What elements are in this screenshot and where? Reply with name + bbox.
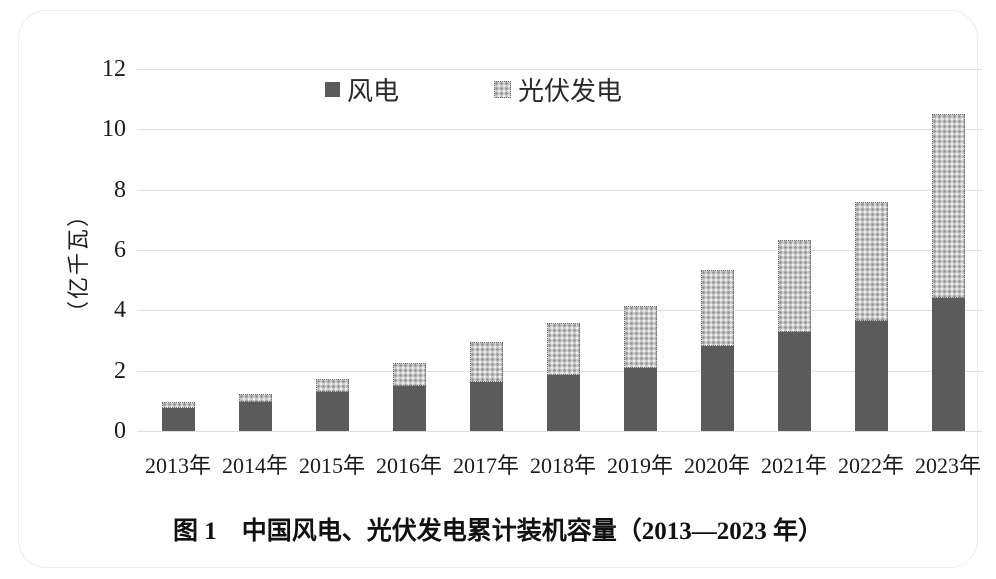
x-tick-label: 2020年 [683,453,750,478]
gridline [137,250,982,251]
legend-label: 风电 [347,77,400,106]
y-tick-label: 8 [114,176,126,203]
bar-segment-solar [700,269,734,347]
x-tick-label: 2017年 [452,453,519,478]
bar-segment-solar [315,379,349,393]
bar-2022 [854,202,888,431]
legend: 风电 光伏发电 [325,71,622,108]
bar-2014 [238,393,272,431]
bar-segment-wind [161,407,195,431]
bar-segment-wind [392,386,426,431]
bar-segment-wind [931,297,965,431]
gridline [137,129,982,131]
plot-area: （亿千瓦） 风电 光伏发电 0 2 4 6 8 10 12 2013年 2014年 2015年 201… [19,11,982,567]
bar-2017 [469,342,503,431]
bar-segment-solar [546,323,580,376]
y-tick-label: 4 [114,297,126,324]
bar-segment-wind [469,381,503,431]
gridline [137,69,982,70]
legend-item-solar: 光伏发电 [494,71,622,108]
bar-segment-wind [238,402,272,431]
x-tick-label: 2019年 [606,453,673,478]
y-tick-label: 12 [102,56,126,82]
x-tick-label: 2013年 [144,453,211,478]
y-tick-label: 2 [114,357,126,384]
bar-segment-wind [777,332,811,431]
legend-swatch-solar-icon [494,81,512,98]
gridline [137,431,982,432]
bar-2019 [623,306,657,431]
bar-segment-solar [623,306,657,368]
x-tick-label: 2022年 [837,453,904,478]
bar-segment-wind [315,392,349,431]
legend-label: 光伏发电 [518,77,623,106]
x-tick-label: 2023年 [914,453,981,478]
bar-segment-wind [546,375,580,431]
y-tick-label: 0 [114,418,126,444]
bar-segment-solar [469,342,503,382]
y-tick-label: 6 [114,237,126,263]
x-tick-label: 2016年 [375,453,442,478]
bar-2016 [392,362,426,431]
chart-card: （亿千瓦） 风电 光伏发电 0 2 4 6 8 10 12 2013年 2014年 2015年 201… [18,10,982,568]
bar-segment-solar [238,393,272,403]
bar-segment-solar [854,202,888,321]
bar-segment-wind [623,367,657,431]
x-tick-label: 2021年 [760,453,827,478]
bar-segment-wind [700,346,734,431]
bar-segment-wind [854,320,888,431]
x-tick-label: 2018年 [529,453,596,478]
gridline [137,310,982,312]
bar-segment-solar [161,402,195,408]
bar-segment-solar [392,362,426,387]
x-tick-label: 2014年 [221,453,288,478]
legend-swatch-wind-icon [325,82,340,97]
bar-segment-solar [931,114,965,298]
x-tick-label: 2015年 [298,453,365,478]
bar-2020 [700,269,734,431]
bar-2015 [315,379,349,431]
legend-item-wind: 风电 [325,71,399,108]
gridline [137,189,982,191]
bar-2018 [546,323,580,431]
y-tick-label: 10 [102,116,126,143]
bar-2013 [161,402,195,431]
bar-2021 [777,239,811,431]
chart-title: 图 1 中国风电、光伏发电累计装机容量（2013—2023 年） [172,518,823,545]
bar-2023 [931,114,965,431]
bar-segment-solar [777,239,811,333]
